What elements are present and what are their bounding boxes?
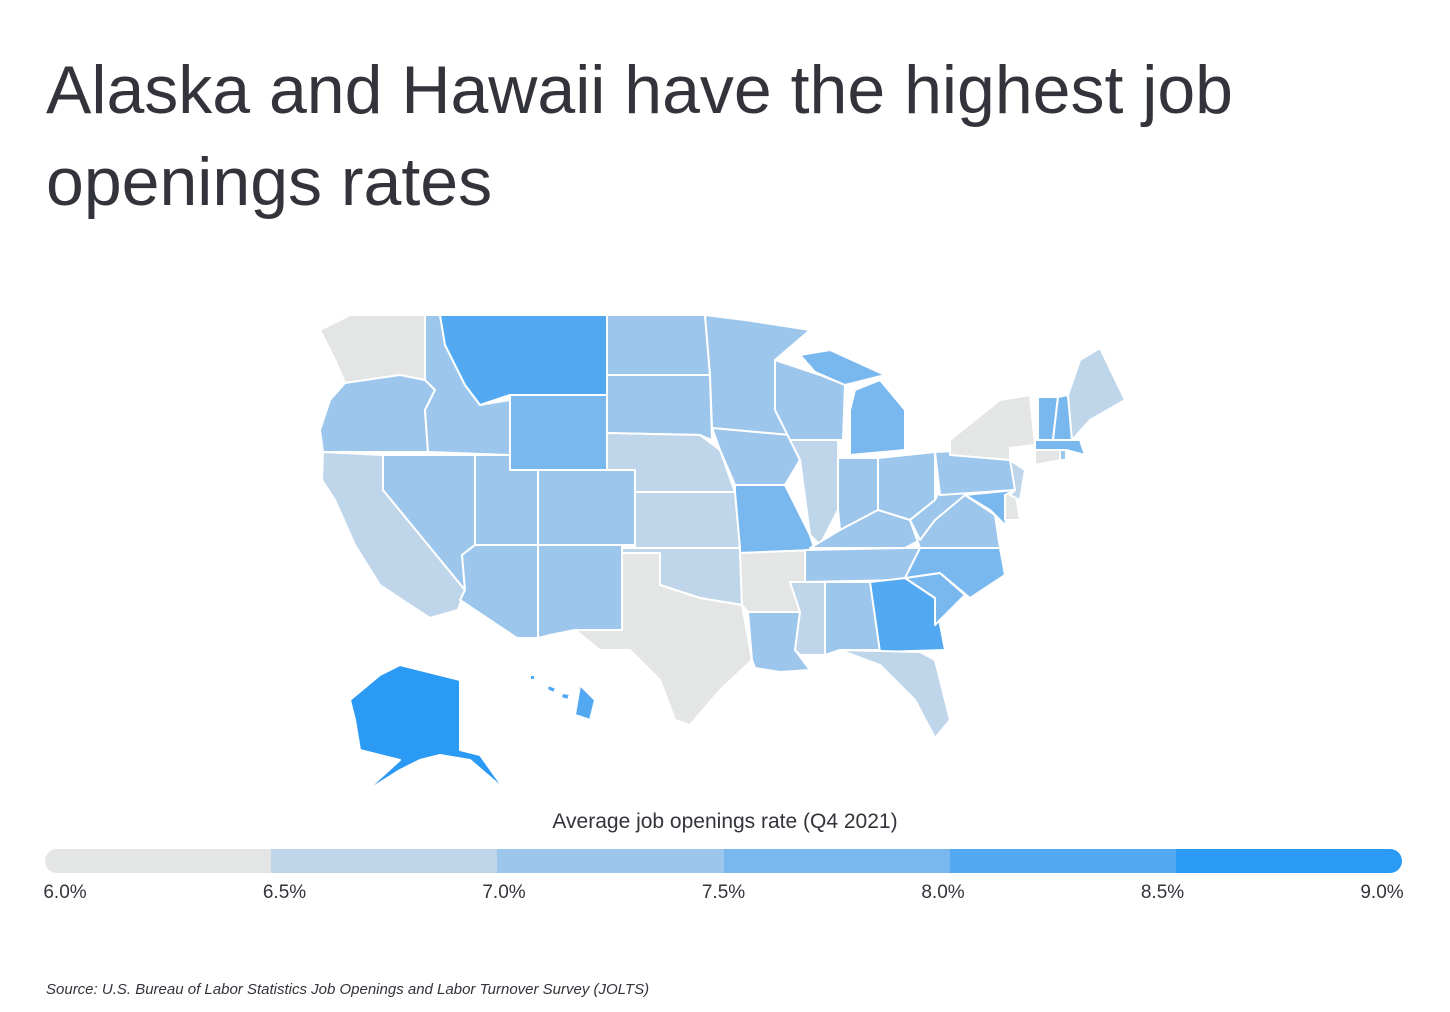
state-shape <box>574 684 596 721</box>
legend-color-scale <box>45 849 1402 873</box>
state-shape <box>1067 347 1126 441</box>
legend-tick: 6.0% <box>43 882 87 903</box>
state-shape <box>606 374 713 441</box>
state-ny <box>949 394 1036 461</box>
state-fl <box>839 649 951 739</box>
state-wa <box>319 314 426 384</box>
state-shape <box>574 552 753 726</box>
legend-bin-1 <box>271 849 498 873</box>
state-me <box>1067 347 1126 441</box>
state-shape <box>1009 459 1026 501</box>
state-shape <box>319 314 426 384</box>
state-ak <box>349 664 506 793</box>
state-nm <box>537 544 623 639</box>
legend-bin-5 <box>1175 849 1402 873</box>
state-ks <box>634 491 741 549</box>
state-shape <box>319 374 436 453</box>
legend-bin-0 <box>45 849 272 873</box>
state-shape <box>949 394 1036 461</box>
state-wy <box>509 394 608 471</box>
state-ri <box>1059 449 1067 461</box>
state-or <box>319 374 436 453</box>
state-ga <box>869 577 946 653</box>
chart-title: Alaska and Hawaii have the highest job o… <box>46 52 1233 220</box>
state-mo <box>734 484 816 554</box>
source-note: Source: U.S. Bureau of Labor Statistics … <box>46 981 650 998</box>
state-md <box>964 489 1016 526</box>
state-shape <box>606 314 711 376</box>
legend-tick: 6.5% <box>262 882 307 903</box>
legend-title: Average job openings rate (Q4 2021) <box>552 810 898 833</box>
state-shape <box>734 484 816 554</box>
legend-bin-3 <box>723 849 950 873</box>
legend-tick: 8.0% <box>921 882 965 903</box>
state-shape <box>537 469 636 546</box>
state-shape <box>560 692 571 701</box>
state-hi <box>529 674 596 721</box>
state-shape <box>839 649 951 739</box>
legend-bin-4 <box>949 849 1176 873</box>
state-shape <box>537 544 623 639</box>
legend-tick: 7.5% <box>701 882 746 903</box>
state-co <box>537 469 636 546</box>
state-shape <box>799 349 886 386</box>
state-nd <box>606 314 711 376</box>
state-shape <box>1059 449 1067 461</box>
legend-tick: 9.0% <box>1360 882 1404 903</box>
legend-tick: 8.5% <box>1140 882 1185 903</box>
state-shape <box>509 394 608 471</box>
state-shape <box>849 379 906 456</box>
state-shape <box>634 491 741 549</box>
state-ct <box>1034 449 1061 466</box>
state-nj <box>1009 459 1026 501</box>
state-az <box>459 544 539 639</box>
state-shape <box>459 544 539 639</box>
state-shape <box>869 577 946 653</box>
state-tx <box>574 552 753 726</box>
state-shape <box>349 664 506 793</box>
state-sd <box>606 374 713 441</box>
state-shape <box>529 674 536 681</box>
legend-tick: 7.0% <box>482 882 526 903</box>
state-shape <box>1034 449 1061 466</box>
state-mi <box>799 349 906 456</box>
legend-bin-2 <box>497 849 724 873</box>
state-shape <box>546 684 557 694</box>
state-shape <box>964 489 1016 526</box>
